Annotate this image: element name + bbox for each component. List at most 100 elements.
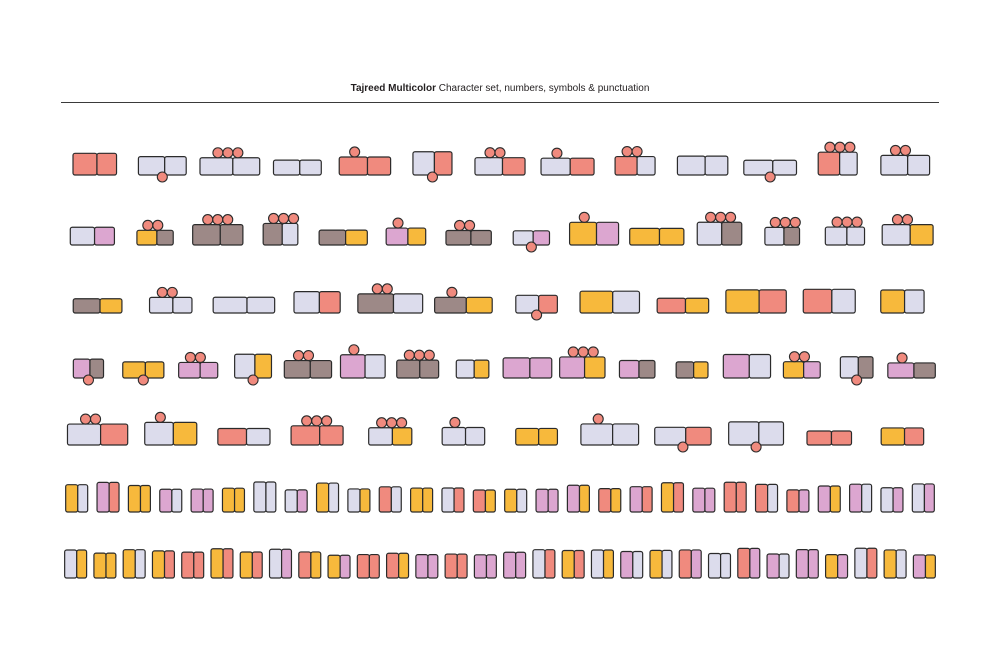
glyph-row xyxy=(72,344,936,386)
glyph xyxy=(151,550,176,579)
glyph xyxy=(272,159,322,176)
glyph xyxy=(396,349,440,379)
glyph xyxy=(455,359,490,379)
glyph xyxy=(728,421,785,453)
glyph xyxy=(473,554,497,579)
glyph xyxy=(199,147,261,176)
glyph xyxy=(72,298,123,314)
glyph xyxy=(137,156,187,183)
glyph xyxy=(566,484,590,513)
glyph xyxy=(707,552,732,579)
glyph xyxy=(754,483,779,513)
glyph xyxy=(849,483,873,513)
glyph xyxy=(515,427,559,446)
glyph xyxy=(580,413,640,446)
glyph xyxy=(268,548,293,579)
glyph xyxy=(598,488,622,513)
glyph xyxy=(148,286,193,314)
glyph xyxy=(880,289,925,314)
glyph xyxy=(347,488,371,513)
glyph xyxy=(806,430,853,446)
glyph xyxy=(629,486,653,513)
glyph xyxy=(378,486,402,513)
glyph xyxy=(65,484,89,513)
glyph xyxy=(540,147,595,176)
glyph xyxy=(887,352,936,379)
glyph xyxy=(385,217,427,246)
glyph xyxy=(239,551,263,579)
glyph xyxy=(339,344,386,379)
glyph xyxy=(262,212,300,246)
glyph xyxy=(72,152,118,176)
glyph xyxy=(817,485,841,513)
glyph xyxy=(692,487,716,513)
glyph xyxy=(696,211,743,246)
glyph xyxy=(880,487,904,513)
glyph xyxy=(192,214,244,246)
glyph xyxy=(502,357,553,379)
glyph xyxy=(441,416,486,446)
title-description: Character set, numbers, symbols & punctu… xyxy=(438,83,650,94)
glyph xyxy=(722,353,772,379)
glyph xyxy=(503,551,527,579)
glyph-row xyxy=(72,283,925,321)
title-font-name: Tajreed Multicolor xyxy=(350,83,436,94)
glyph xyxy=(93,552,117,579)
glyph xyxy=(883,549,907,579)
glyph xyxy=(415,554,439,579)
glyph xyxy=(212,296,276,314)
glyph xyxy=(620,550,644,579)
glyph xyxy=(412,151,453,183)
glyph xyxy=(72,358,105,386)
glyph xyxy=(881,214,934,246)
glyph xyxy=(441,487,465,513)
glyph xyxy=(880,427,925,446)
title-divider xyxy=(61,102,939,103)
glyph xyxy=(723,481,747,513)
glyph xyxy=(737,547,761,579)
glyph xyxy=(144,411,198,446)
glyph xyxy=(159,488,183,513)
glyph xyxy=(357,283,424,314)
glyph xyxy=(795,549,819,579)
glyph xyxy=(559,346,606,379)
glyph xyxy=(532,549,556,579)
glyph xyxy=(472,489,496,513)
glyph xyxy=(385,552,410,579)
glyph xyxy=(854,547,878,579)
glyph xyxy=(786,489,810,513)
glyph xyxy=(210,548,234,579)
glyph xyxy=(136,219,174,246)
glyph xyxy=(474,147,526,176)
page-title: Tajreed Multicolor Character set, number… xyxy=(0,83,1000,94)
glyph xyxy=(178,351,219,379)
glyph xyxy=(802,288,856,314)
glyph xyxy=(283,350,333,379)
glyph-row xyxy=(66,411,925,453)
glyph-row xyxy=(65,481,935,513)
glyph xyxy=(743,159,798,183)
glyph xyxy=(824,553,849,579)
glyph xyxy=(579,290,641,314)
glyph xyxy=(678,549,702,579)
glyph xyxy=(512,230,551,253)
glyph xyxy=(318,229,368,246)
glyph xyxy=(614,146,656,176)
glyph xyxy=(190,488,214,513)
glyph-row xyxy=(69,211,934,253)
glyph xyxy=(122,549,146,579)
glyph xyxy=(253,481,277,513)
glyph xyxy=(656,297,710,314)
glyph xyxy=(444,553,468,579)
glyph xyxy=(561,549,585,579)
glyph xyxy=(766,553,790,579)
glyph xyxy=(912,554,936,579)
glyph xyxy=(654,426,712,453)
glyph xyxy=(824,216,866,246)
glyph xyxy=(368,417,413,446)
glyph xyxy=(839,356,874,386)
glyph xyxy=(911,483,935,513)
glyph xyxy=(298,551,322,579)
glyph xyxy=(293,291,341,314)
